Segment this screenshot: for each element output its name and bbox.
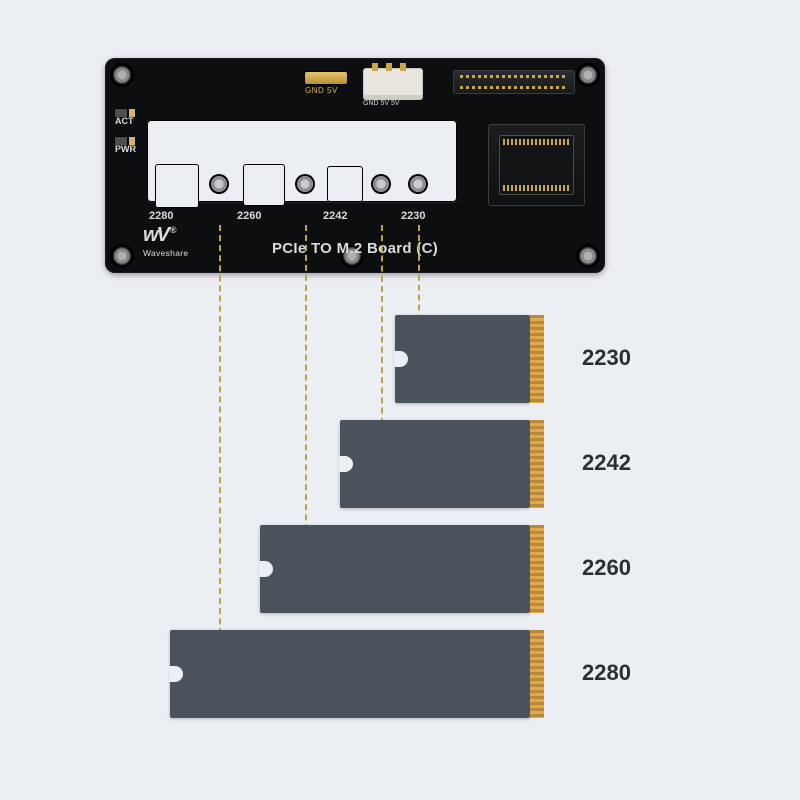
pad-2260 (243, 164, 285, 206)
diagram-canvas: GND 5V GND 5V 5V ACT PWR 2280 2260 2242 … (0, 0, 800, 800)
jst-power-connector (363, 68, 423, 100)
standoff-2230 (410, 176, 426, 192)
pad-2280 (155, 164, 199, 208)
size-label-2280: 2280 (582, 660, 631, 686)
mount-hole (579, 66, 597, 84)
fpc-connector (453, 70, 575, 94)
m2-key-connector (488, 124, 585, 206)
ssd-2242 (340, 420, 530, 508)
led-act-label: ACT (115, 116, 134, 126)
gnd-5v-pad (305, 72, 347, 84)
ssd-2280 (170, 630, 530, 718)
size-label-2230: 2230 (582, 345, 631, 371)
standoff-2260 (297, 176, 313, 192)
jst-label: GND 5V 5V (363, 100, 400, 107)
silk-2230: 2230 (401, 210, 425, 222)
ssd-2230 (395, 315, 530, 403)
led-pwr-label: PWR (115, 144, 136, 154)
board-title: PCIe TO M.2 Board (C) (105, 240, 605, 257)
mount-hole (113, 66, 131, 84)
gnd-5v-label: GND 5V (305, 86, 338, 95)
standoff-2280 (211, 176, 227, 192)
standoff-2242 (373, 176, 389, 192)
pad-2242 (327, 166, 363, 202)
silk-2242: 2242 (323, 210, 347, 222)
silk-2280: 2280 (149, 210, 173, 222)
pcb-board: GND 5V GND 5V 5V ACT PWR 2280 2260 2242 … (105, 58, 605, 273)
silk-2260: 2260 (237, 210, 261, 222)
size-label-2242: 2242 (582, 450, 631, 476)
ssd-2260 (260, 525, 530, 613)
size-label-2260: 2260 (582, 555, 631, 581)
